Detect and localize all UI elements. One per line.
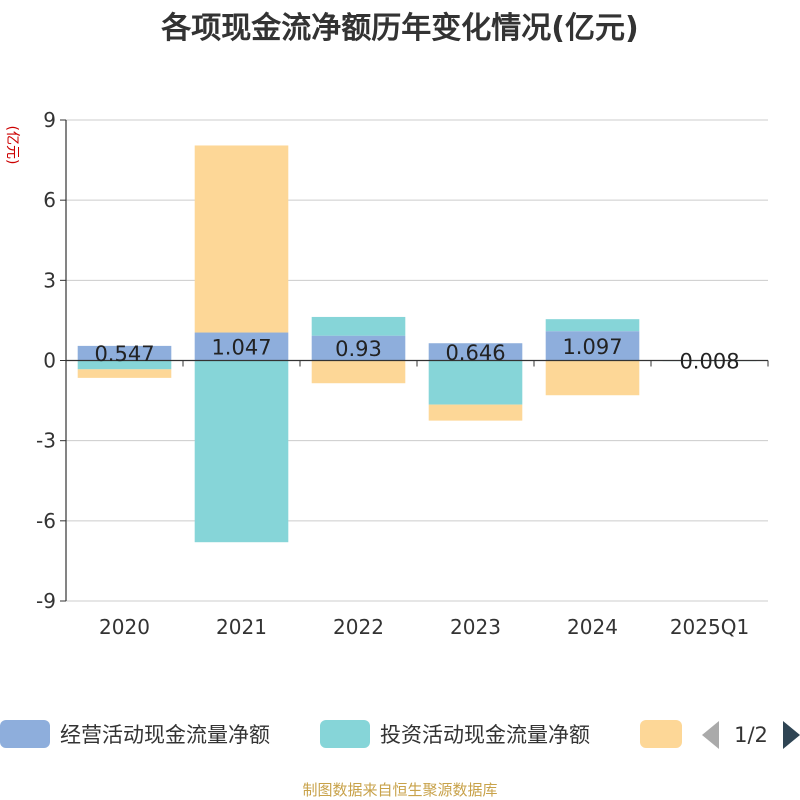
bar-series2-2023 <box>428 404 523 421</box>
x-tick-label: 2023 <box>450 615 501 639</box>
data-label-operating: 1.097 <box>562 335 622 359</box>
data-label-operating: 1.047 <box>211 336 271 360</box>
data-label-operating: 0.646 <box>445 341 505 365</box>
bar-series1-2020 <box>77 360 172 370</box>
bar-series2-2021 <box>194 145 289 333</box>
bar-series0-2022 <box>311 335 406 361</box>
y-tick-label: 9 <box>43 108 56 132</box>
bar-series1-2024 <box>545 319 640 332</box>
legend-label-investing: 投资活动现金流量净额 <box>380 723 590 747</box>
legend-swatch-operating <box>0 720 50 748</box>
y-tick-label: -3 <box>36 429 56 453</box>
bar-series2-2020 <box>77 369 172 378</box>
y-axis-unit-label: (亿元) <box>4 126 20 165</box>
x-tick-label: 2021 <box>216 615 267 639</box>
y-tick-label: 3 <box>43 268 56 292</box>
bar-series1-2023 <box>428 360 523 405</box>
grid-layer <box>66 119 768 602</box>
chart-title: 各项现金流净额历年变化情况(亿元) <box>160 11 638 46</box>
y-tick-label: -6 <box>36 509 56 533</box>
data-label-operating: 0.93 <box>335 337 382 361</box>
bar-layer <box>77 145 757 543</box>
data-label-operating: 0.008 <box>679 349 739 373</box>
x-tick-label: 2020 <box>99 615 150 639</box>
legend-label-operating: 经营活动现金流量净额 <box>60 723 270 747</box>
legend-item-operating[interactable]: 经营活动现金流量净额 <box>0 720 270 748</box>
bar-series1-2021 <box>194 360 289 543</box>
bar-series0-2021 <box>194 332 289 361</box>
axis-layer: 9 6 3 0 -3 -6 -9 2020 2021 2022 2023 2024 2025Q1 <box>36 108 769 639</box>
bar-series0-2023 <box>428 343 523 361</box>
y-tick-label: 0 <box>43 349 56 373</box>
legend-item-investing[interactable]: 投资活动现金流量净额 <box>320 720 590 748</box>
bar-series1-2022 <box>311 316 406 336</box>
data-source-note: 制图数据来自恒生聚源数据库 <box>302 781 497 799</box>
y-tick-label: 6 <box>43 188 56 212</box>
bar-series0-2020 <box>77 345 172 361</box>
x-tick-label: 2025Q1 <box>670 615 749 639</box>
x-tick-label: 2024 <box>567 615 618 639</box>
y-tick-label: -9 <box>36 589 56 613</box>
bar-series0-2024 <box>545 331 640 361</box>
legend: 经营活动现金流量净额 投资活动现金流量净额 1/2 <box>0 720 800 749</box>
data-label-operating: 0.547 <box>94 342 154 366</box>
legend-page-indicator: 1/2 <box>734 723 768 747</box>
data-label-layer: 0.547 1.047 0.93 0.646 1.097 0.008 <box>94 335 739 374</box>
x-tick-label: 2022 <box>333 615 384 639</box>
legend-swatch-third-series <box>640 720 682 748</box>
bar-series2-2022 <box>311 360 406 384</box>
legend-item-financing[interactable] <box>640 720 682 748</box>
legend-swatch-investing <box>320 720 370 748</box>
bar-series2-2024 <box>545 360 640 396</box>
legend-prev-page-icon[interactable] <box>702 721 719 749</box>
legend-next-page-icon[interactable] <box>783 721 800 749</box>
